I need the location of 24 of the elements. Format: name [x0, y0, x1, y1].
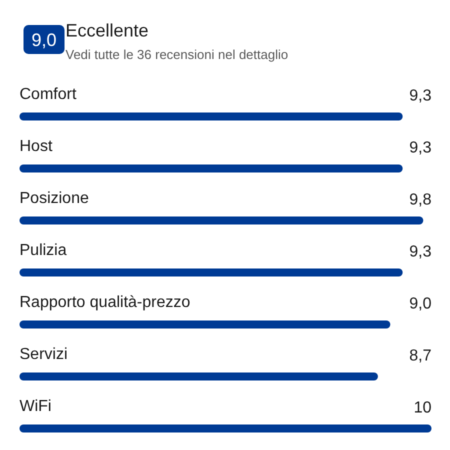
y-tick-label: Pulizia: [20, 242, 67, 259]
y-tick-label: Rapporto qualità-prezzo: [20, 294, 190, 311]
text: 9,0: [32, 30, 57, 50]
y-tick-label: Host: [20, 138, 53, 155]
bar: [20, 424, 432, 432]
data-label: 9,3: [409, 140, 432, 156]
chart-title: Eccellente: [66, 20, 149, 40]
y-tick-label: WiFi: [20, 398, 52, 415]
data-label: 8,7: [409, 348, 432, 364]
bar: [20, 112, 403, 120]
chart-subtitle: Vedi tutte le 36 recensioni nel dettaglio: [66, 47, 288, 62]
data-label: 9,3: [409, 88, 432, 104]
bar: [20, 164, 403, 172]
data-label: 9,3: [409, 244, 432, 260]
bar: [20, 216, 424, 224]
data-label: 9,0: [409, 296, 432, 312]
data-label: 9,8: [409, 192, 432, 208]
bar: [20, 372, 378, 380]
y-tick-label: Comfort: [20, 86, 77, 103]
y-tick-label: Posizione: [20, 190, 89, 207]
bar: [20, 268, 403, 276]
data-label: 10: [414, 400, 432, 416]
y-tick-label: Servizi: [20, 346, 68, 363]
bar: [20, 320, 390, 328]
